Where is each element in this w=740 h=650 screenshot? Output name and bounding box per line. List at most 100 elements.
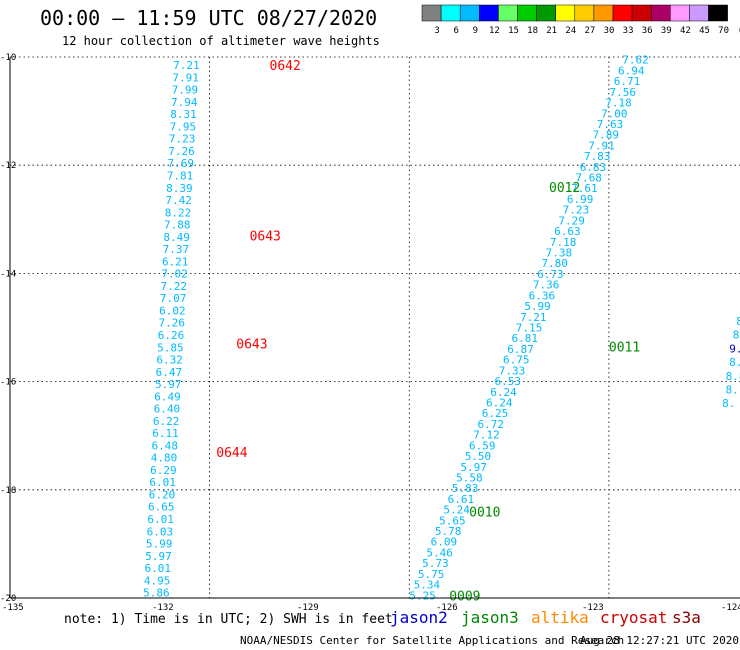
- wave-height-value: 6.01: [145, 562, 172, 575]
- wave-height-value: 7.26: [168, 145, 195, 158]
- wave-height-value: 5.97: [145, 550, 172, 563]
- wave-height-value: 6.40: [154, 403, 181, 416]
- wave-height-value: 6.01: [149, 476, 176, 489]
- wave-height-value: 8.49: [163, 231, 190, 244]
- wave-height-value: 5.97: [460, 461, 487, 474]
- wave-height-value: 7.83: [584, 150, 611, 163]
- wave-height-value: 7.33: [499, 364, 526, 377]
- colorbar-label: 21: [546, 26, 557, 36]
- colorbar-label: 39: [661, 26, 672, 36]
- legend-jason3: jason3: [461, 608, 519, 627]
- wave-height-value: 7.36: [533, 279, 560, 292]
- plot-grid: [10, 56, 740, 599]
- legend-s3a: s3a: [672, 608, 701, 627]
- wave-height-value: 5.65: [439, 514, 466, 527]
- wave-height-value: 5.34: [414, 579, 441, 592]
- wave-height-value: 4.80: [151, 452, 178, 465]
- legend-cryosat: cryosat: [600, 608, 668, 627]
- pass-time-label: 0644: [216, 446, 247, 461]
- wave-height-value: 6.02: [159, 304, 186, 317]
- colorbar-label: 12: [489, 26, 500, 36]
- colorbar-label: 27: [584, 26, 595, 36]
- colorbar-label: 6: [453, 26, 458, 36]
- wave-height-value: 5.24: [443, 504, 470, 517]
- colorbar-label: 3: [434, 26, 439, 36]
- wave-height-value: 6.94: [618, 64, 645, 77]
- colorbar-label: 15: [508, 26, 519, 36]
- wave-height-value: 6.03: [147, 525, 174, 538]
- colorbar-swatch: [440, 4, 461, 22]
- wave-height-value: 5.25: [409, 589, 436, 602]
- wave-height-value: 6.29: [150, 464, 177, 477]
- footer-note: note: 1) Time is in UTC; 2) SWH is in fe…: [64, 612, 393, 627]
- wave-height-value: 6.73: [537, 268, 564, 281]
- wave-height-value: 5.46: [426, 546, 453, 559]
- x-tick-label: -124: [721, 603, 740, 613]
- wave-height-value: 6.81: [512, 332, 539, 345]
- altimeter-tracks: 7.217.917.997.948.317.957.237.267.697.81…: [143, 54, 740, 603]
- y-tick-label: -18: [0, 486, 16, 496]
- wave-height-value: 6.75: [503, 354, 530, 367]
- wave-height-value: 6.87: [507, 343, 534, 356]
- colorbar-label: 45: [699, 26, 710, 36]
- wave-height-value: 6.99: [567, 193, 594, 206]
- colorbar-swatch: [708, 4, 728, 22]
- wave-height-value: 6.01: [147, 513, 174, 526]
- x-tick-label: -123: [582, 603, 604, 613]
- wave-height-value: 6.59: [469, 439, 496, 452]
- wave-height-value: 6.25: [482, 407, 509, 420]
- wave-height-value: 7.21: [520, 311, 547, 324]
- legend-jason2: jason2: [390, 608, 448, 627]
- y-tick-label: -16: [0, 378, 16, 388]
- x-tick-label: -129: [297, 603, 319, 613]
- wave-height-value: 7.37: [163, 243, 190, 256]
- colorbar-swatch: [612, 4, 633, 22]
- wave-height-value: 6.48: [152, 439, 179, 452]
- wave-height-value: 6.71: [614, 75, 641, 88]
- pass-time-label: 0643: [250, 230, 281, 245]
- wave-height-value: 9.19: [729, 342, 740, 355]
- colorbar-label: 18: [527, 26, 538, 36]
- pass-time-label: 0011: [609, 340, 640, 355]
- wave-height-value: 7.88: [164, 219, 191, 232]
- wave-height-value: 6.21: [162, 255, 189, 268]
- wave-height-value: 6.61: [448, 493, 475, 506]
- wave-height-value: 8.22: [165, 206, 192, 219]
- wave-height-value: 7.02: [161, 268, 188, 281]
- wave-height-value: 7.80: [541, 257, 568, 270]
- colorbar-swatch: [498, 4, 518, 22]
- wave-height-value: 6.24: [486, 396, 513, 409]
- wave-height-value: 7.22: [161, 280, 188, 293]
- colorbar-swatch: [517, 4, 537, 22]
- wave-height-value: 7.21: [173, 59, 200, 72]
- wave-height-value: 6.32: [156, 354, 183, 367]
- wave-height-value: 6.26: [158, 329, 185, 342]
- wave-height-value: 6.24: [490, 386, 517, 399]
- y-tick-label: -10: [0, 53, 16, 63]
- wave-height-value: 7.23: [563, 204, 590, 217]
- wave-height-value: 5.83: [452, 482, 479, 495]
- colorbar-swatch: [555, 4, 576, 22]
- wave-height-value: 6.20: [149, 488, 176, 501]
- wave-height-value: 7.63: [597, 118, 624, 131]
- wave-height-value: 6.72: [477, 418, 504, 431]
- wave-height-value: 7.18: [605, 97, 632, 110]
- colorbar-swatch: [459, 4, 480, 22]
- wave-height-value: 8.39: [166, 182, 193, 195]
- colorbar-label: 70: [718, 26, 729, 36]
- wave-height-value: 6.83: [580, 161, 607, 174]
- wave-height-value: 5.50: [465, 450, 492, 463]
- wave-height-value: 5.75: [418, 568, 445, 581]
- x-tick-label: -126: [436, 603, 458, 613]
- generated-timestamp: Aug 28 12:27:21 UTC 2020: [580, 634, 739, 647]
- wave-height-value: 7.99: [172, 84, 199, 97]
- plot-axes: -135 -132 -129 -126 -123 -124 -10 -12 -14 -16 -18 -…: [0, 53, 740, 613]
- y-tick-label: -20: [0, 594, 16, 604]
- colorbar-label: 36: [642, 26, 653, 36]
- wave-height-value: 8.1: [729, 356, 740, 369]
- wave-height-value: 6.36: [529, 289, 556, 302]
- colorbar-swatch: [670, 4, 690, 22]
- colorbar-label: 24: [565, 26, 576, 36]
- wave-height-value: 5.99: [524, 300, 551, 313]
- colorbar-label: 33: [623, 26, 634, 36]
